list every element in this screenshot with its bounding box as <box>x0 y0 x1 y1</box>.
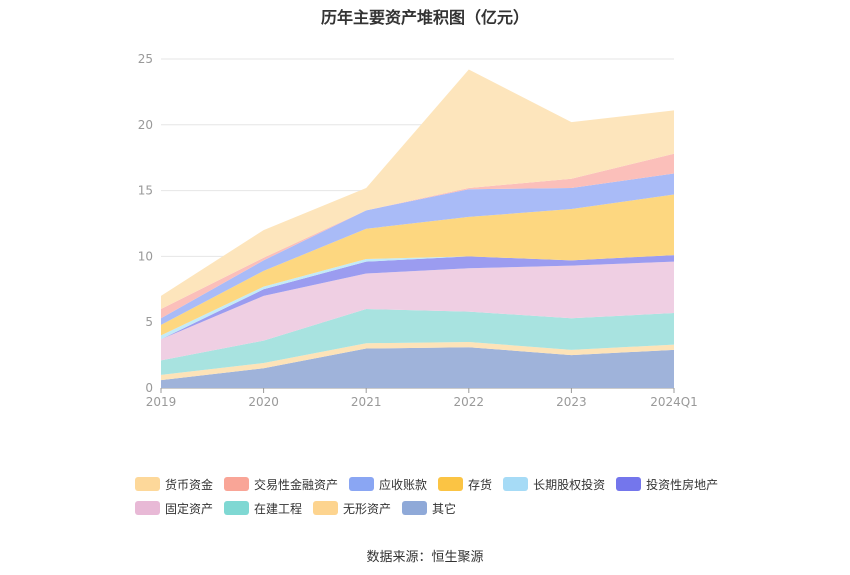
legend-label: 货币资金 <box>165 477 214 492</box>
stacked-area-chart: 0 5 10 15 20 25 2019 2020 2021 2022 2023 2024Q1 <box>138 52 698 409</box>
area-series-投资性房地产 <box>161 255 674 340</box>
legend-item[interactable]: 在建工程 <box>224 500 302 517</box>
chart-title: 历年主要资产堆积图（亿元） <box>320 8 529 27</box>
legend-item[interactable]: 无形资产 <box>313 500 391 517</box>
area-series-其它 <box>161 347 674 388</box>
legend-label: 投资性房地产 <box>646 477 719 492</box>
legend-swatch <box>313 501 339 515</box>
legend-swatch <box>135 477 160 491</box>
area-series-存货 <box>161 194 674 336</box>
x-tick-label: 2024Q1 <box>650 395 698 409</box>
legend-item[interactable]: 固定资产 <box>135 500 213 517</box>
legend-label: 应收账款 <box>379 477 428 492</box>
legend-item[interactable]: 投资性房地产 <box>616 476 718 493</box>
legend-swatch <box>349 477 375 491</box>
area-series-应收账款 <box>161 173 674 325</box>
legend-label: 固定资产 <box>165 501 214 516</box>
y-tick-label: 5 <box>145 315 153 329</box>
legend-label: 其它 <box>432 501 457 516</box>
x-tick-label: 2019 <box>146 395 177 409</box>
area-series-在建工程 <box>161 309 674 375</box>
x-tick-label: 2021 <box>351 395 382 409</box>
legend-swatch <box>224 501 250 515</box>
legend-label: 存货 <box>468 477 493 492</box>
legend-swatch <box>616 477 642 491</box>
area-series-无形资产 <box>161 341 674 381</box>
legend-label: 长期股权投资 <box>533 477 606 492</box>
legend-item[interactable]: 货币资金 <box>135 476 213 493</box>
y-tick-label: 0 <box>145 381 153 395</box>
y-tick-label: 20 <box>138 118 153 132</box>
legend-swatch <box>224 477 250 491</box>
legend-swatch <box>503 477 529 491</box>
legend-label: 无形资产 <box>343 501 392 516</box>
legend-item[interactable]: 存货 <box>438 476 492 493</box>
y-tick-label: 25 <box>138 52 153 66</box>
legend-swatch <box>402 501 428 515</box>
chart-legend: 货币资金 交易性金融资产 应收账款 存货 长期股权投资 投资性房地产固定资产 在建工程 无形资… <box>135 472 735 520</box>
y-tick-label: 15 <box>138 184 153 198</box>
legend-item[interactable]: 长期股权投资 <box>503 476 605 493</box>
data-source: 数据来源：恒生聚源 <box>366 550 484 565</box>
x-tick-label: 2022 <box>454 395 485 409</box>
legend-row: 货币资金 交易性金融资产 应收账款 存货 长期股权投资 投资性房地产 <box>135 472 735 496</box>
x-tick-label: 2023 <box>556 395 587 409</box>
legend-row: 固定资产 在建工程 无形资产 其它 <box>135 496 735 520</box>
legend-label: 在建工程 <box>254 501 303 516</box>
legend-swatch <box>438 477 464 491</box>
legend-swatch <box>135 501 160 515</box>
legend-item[interactable]: 应收账款 <box>349 476 427 493</box>
legend-item[interactable]: 交易性金融资产 <box>224 476 338 493</box>
area-series-货币资金 <box>161 69 674 310</box>
area-series-固定资产 <box>161 261 674 361</box>
area-series-交易性金融资产 <box>161 153 674 319</box>
legend-item[interactable]: 其它 <box>402 500 456 517</box>
y-tick-label: 10 <box>138 249 153 263</box>
legend-label: 交易性金融资产 <box>254 477 339 492</box>
x-tick-label: 2020 <box>248 395 279 409</box>
